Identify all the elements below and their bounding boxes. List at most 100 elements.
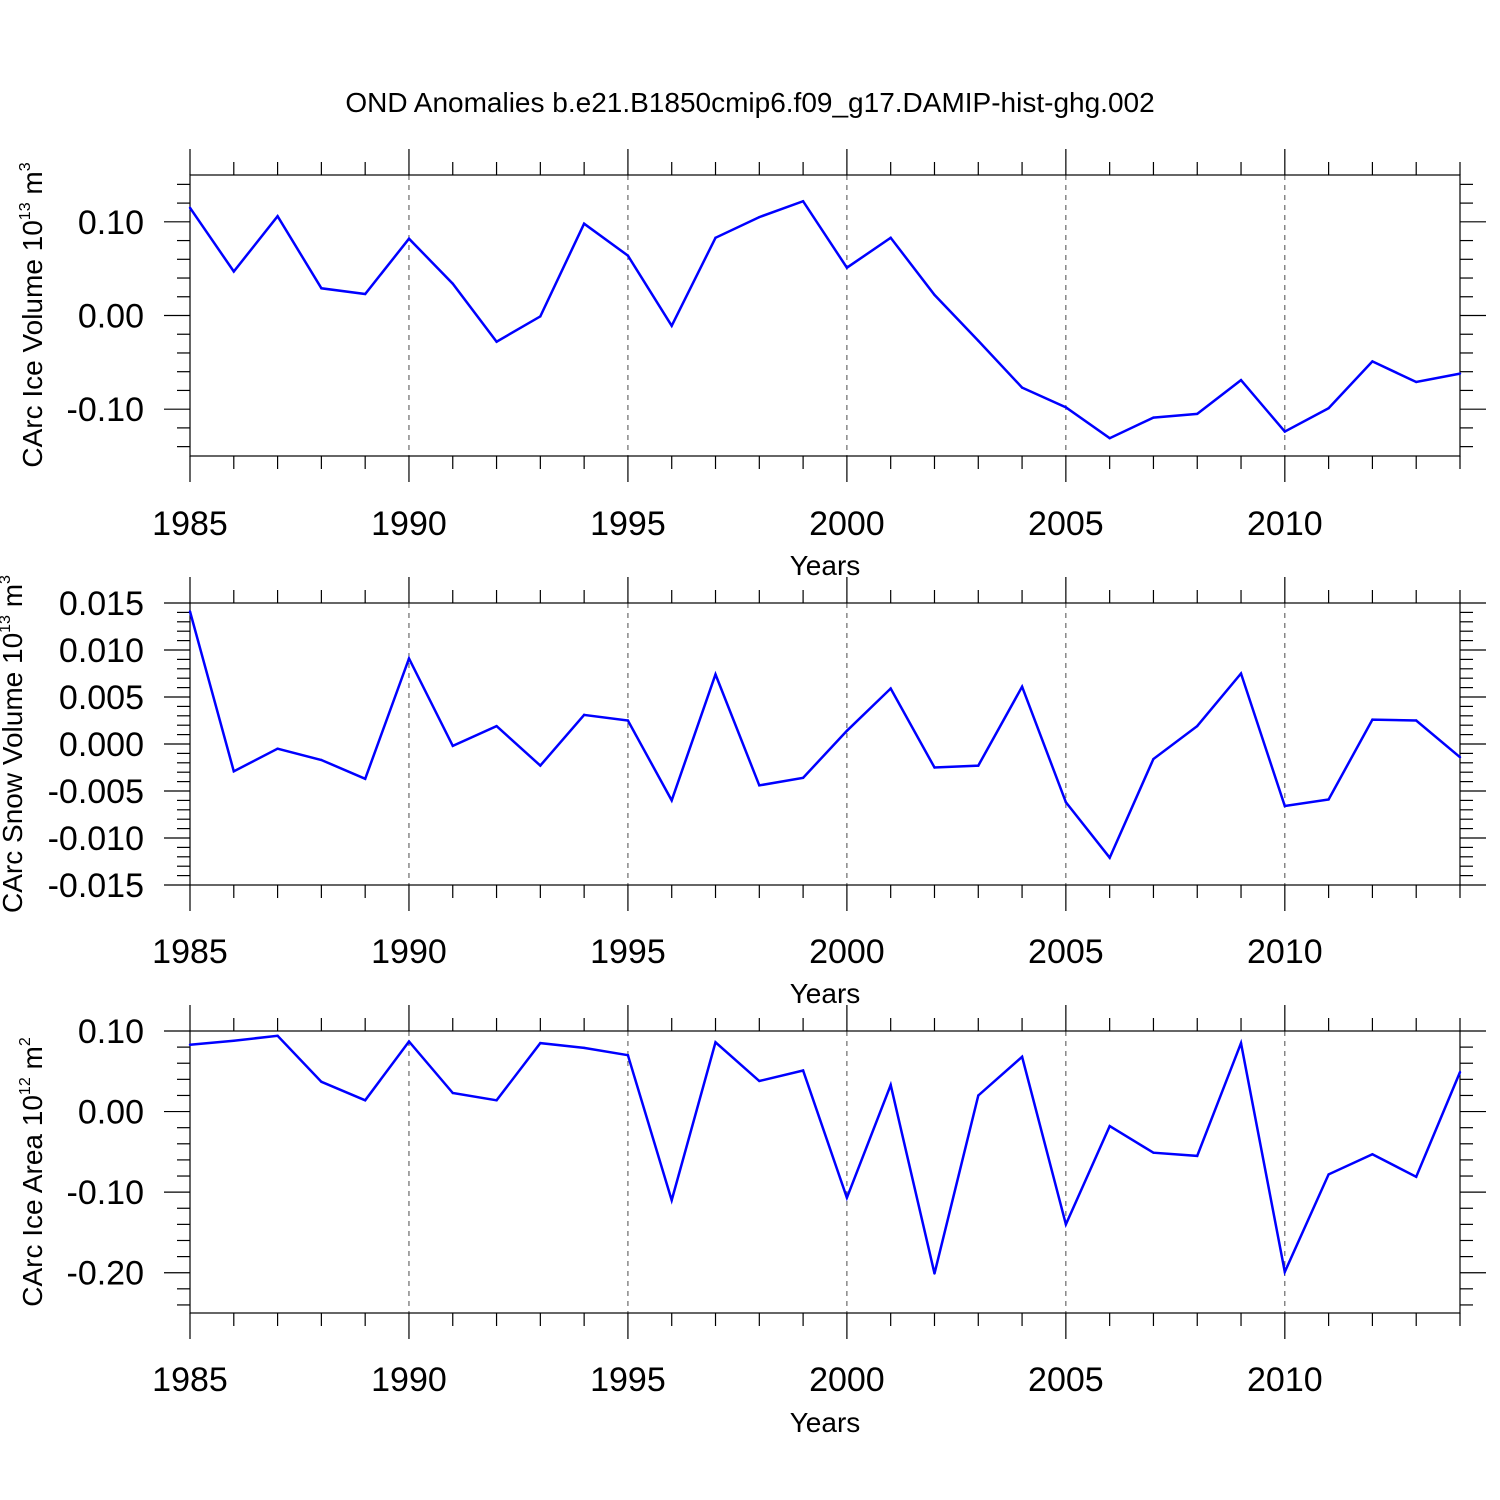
data-point [1020, 386, 1024, 389]
data-point [1458, 1070, 1462, 1074]
data-point [232, 1039, 235, 1042]
y-tick-label: 0.005 [59, 679, 144, 717]
data-point [1283, 1270, 1287, 1274]
data-point [889, 1083, 892, 1087]
data-point [758, 784, 761, 787]
data-point [407, 237, 411, 240]
data-point [1283, 430, 1287, 433]
x-tick-label: 1990 [371, 505, 447, 543]
x-axis-label: Years [790, 1407, 861, 1438]
data-point [933, 293, 936, 297]
y-tick-label: -0.10 [67, 1174, 145, 1212]
panel-3: 1985 1990 1995 2000 2005 2010 Years -0.20 -0.10 0… [17, 1005, 1486, 1438]
data-point [320, 758, 323, 762]
data-point [1415, 719, 1418, 722]
data-point [276, 1034, 279, 1038]
data-point [407, 657, 411, 660]
x-tick-label: 1985 [152, 505, 228, 543]
plot-frame [189, 602, 1461, 886]
data-point [1064, 406, 1068, 409]
y-axis-label-part: CArc Ice Volume 10 [17, 220, 48, 467]
data-point [451, 282, 454, 285]
data-point [1064, 801, 1068, 804]
data-point [1239, 1041, 1243, 1045]
data-point [320, 287, 323, 290]
data-point [276, 215, 279, 218]
y-tick-label: -0.20 [67, 1255, 145, 1293]
data-point [1327, 407, 1330, 410]
data-point [977, 339, 980, 342]
data-point [1239, 672, 1243, 675]
x-tick-label: 2000 [809, 505, 885, 543]
data-point [363, 292, 367, 296]
data-point [363, 777, 367, 780]
data-point [670, 799, 673, 802]
y-tick-label: -0.010 [48, 820, 144, 858]
x-tick-label: 1990 [371, 933, 447, 971]
y-tick-label: 0.10 [78, 1013, 144, 1051]
data-point [1108, 1124, 1111, 1128]
data-point [1415, 380, 1418, 384]
data-point [1327, 798, 1330, 801]
data-point [845, 266, 849, 269]
data-point [1283, 804, 1287, 808]
data-point [582, 713, 586, 717]
data-point [232, 770, 235, 773]
data-point [1108, 856, 1111, 859]
data-point [1239, 378, 1243, 382]
data-point [539, 315, 542, 318]
data-point [670, 1199, 673, 1202]
data-point [495, 724, 498, 728]
y-tick-label: 0.10 [78, 204, 144, 242]
data-point [582, 1046, 586, 1050]
y-tick-label: 0.00 [78, 298, 144, 336]
y-axis-label-superscript: 3 [17, 162, 34, 171]
data-point [495, 340, 498, 343]
data-point [1152, 1151, 1155, 1154]
data-point [451, 744, 454, 748]
y-axis-label-part: m [17, 1046, 48, 1077]
data-point [977, 764, 980, 767]
data-point [801, 776, 805, 780]
x-tick-label: 1995 [590, 933, 666, 971]
y-axis-label: CArc Ice Area 1012 m2 [17, 1037, 48, 1307]
y-axis-label-part: CArc Ice Area 10 [17, 1095, 48, 1307]
x-tick-label: 2000 [809, 933, 885, 971]
series-line-3 [189, 1034, 1462, 1277]
data-point [933, 766, 936, 769]
x-axis-label: Years [790, 550, 861, 581]
x-tick-label: 2010 [1247, 505, 1323, 543]
data-point [670, 324, 673, 328]
data-point [626, 1053, 630, 1057]
data-point [582, 222, 586, 225]
data-point [1371, 718, 1374, 721]
data-point [714, 236, 717, 239]
x-tick-label: 1985 [152, 933, 228, 971]
data-point [714, 673, 717, 676]
data-point [188, 206, 192, 209]
data-point [320, 1080, 323, 1083]
y-axis-label-superscript: 13 [17, 202, 34, 220]
y-axis-label-part: m [0, 584, 28, 615]
data-point [845, 1196, 849, 1199]
data-point [1152, 416, 1155, 419]
data-point [714, 1041, 717, 1044]
data-point [626, 719, 630, 722]
y-axis-label-part: CArc Snow Volume 10 [0, 633, 28, 913]
series-line-2 [188, 611, 1461, 861]
x-tick-label: 1985 [152, 1361, 228, 1399]
data-point [188, 1043, 192, 1046]
data-point [1458, 372, 1462, 375]
panel-1: 1985 1990 1995 2000 2005 2010 Years -0.10 0.00 0.… [17, 149, 1486, 581]
data-point [363, 1099, 367, 1102]
data-point [1196, 1154, 1199, 1158]
data-point [626, 254, 630, 257]
x-tick-label: 2000 [809, 1361, 885, 1399]
data-point [276, 747, 279, 750]
y-tick-label: -0.015 [48, 867, 144, 905]
y-axis-label-superscript: 13 [0, 615, 14, 633]
y-axis-label: CArc Snow Volume 1013 m3 [0, 575, 28, 913]
figure-title: OND Anomalies b.e21.B1850cmip6.f09_g17.D… [345, 87, 1154, 118]
data-point [539, 1041, 542, 1045]
x-tick-label: 1995 [590, 1361, 666, 1399]
